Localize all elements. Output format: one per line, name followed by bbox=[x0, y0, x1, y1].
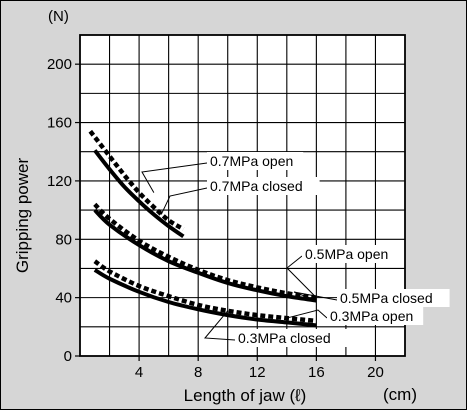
series-label: 0.7MPa open bbox=[210, 153, 293, 169]
series-label: 0.3MPa closed bbox=[238, 330, 331, 346]
y-tick-label: 0 bbox=[64, 348, 72, 365]
series-leader-line bbox=[286, 255, 317, 298]
series-line-3 bbox=[93, 208, 317, 303]
y-unit-label: (N) bbox=[48, 8, 69, 25]
series-label-background bbox=[337, 289, 450, 307]
series-leader-line bbox=[293, 291, 338, 302]
series-label: 0.3MPa open bbox=[330, 308, 413, 324]
series-label: 0.5MPa closed bbox=[340, 290, 433, 306]
series-label: 0.5MPa open bbox=[305, 246, 388, 262]
x-axis-title: Length of jaw (ℓ) bbox=[184, 386, 307, 405]
series-label-background bbox=[207, 152, 304, 170]
y-tick-label: 40 bbox=[55, 290, 72, 307]
y-tick-label: 160 bbox=[47, 115, 72, 132]
series-leader-line bbox=[141, 162, 208, 193]
x-unit-label: (cm) bbox=[383, 385, 417, 404]
series-label-background bbox=[302, 245, 399, 263]
series-label-background bbox=[207, 177, 320, 195]
series-label-background bbox=[235, 329, 348, 347]
series-label-background bbox=[327, 307, 424, 325]
series-leader-line bbox=[203, 310, 236, 341]
series-leader-line bbox=[160, 187, 208, 215]
plot-border bbox=[79, 34, 406, 357]
series-line-4 bbox=[93, 259, 317, 324]
x-tick-label: 12 bbox=[249, 364, 266, 381]
series-line-5 bbox=[93, 268, 317, 328]
x-tick-label: 8 bbox=[194, 364, 202, 381]
x-tick-label: 16 bbox=[308, 364, 325, 381]
y-tick-label: 80 bbox=[55, 231, 72, 248]
series-line-2 bbox=[93, 202, 317, 300]
y-tick-label: 120 bbox=[47, 173, 72, 190]
series-label: 0.7MPa closed bbox=[210, 178, 303, 194]
series-line-1 bbox=[93, 149, 185, 239]
y-axis-title: Gripping power bbox=[13, 158, 32, 274]
x-tick-label: 20 bbox=[367, 364, 384, 381]
y-tick-label: 200 bbox=[47, 56, 72, 73]
x-tick-label: 4 bbox=[135, 364, 143, 381]
series-leader-line bbox=[286, 309, 328, 319]
